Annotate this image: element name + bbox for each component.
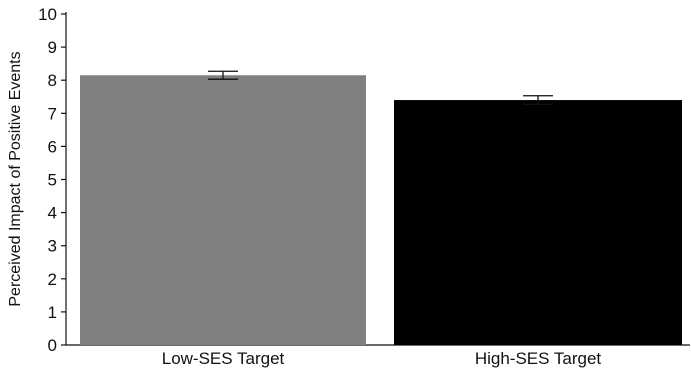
y-tick-label: 8 — [48, 71, 57, 90]
error-bars — [208, 70, 553, 106]
y-tick-label: 2 — [48, 270, 57, 289]
y-tick-label: 10 — [38, 5, 57, 24]
y-tick-label: 6 — [48, 137, 57, 156]
x-axis-labels: Low-SES Target High-SES Target — [162, 349, 602, 368]
y-axis-title: Perceived Impact of Positive Events — [7, 51, 24, 306]
y-tick-label: 7 — [48, 104, 57, 123]
y-tick-label: 1 — [48, 303, 57, 322]
bar — [80, 75, 366, 346]
error-bar — [523, 95, 553, 106]
y-tick-label: 9 — [48, 38, 57, 57]
y-tick-label: 5 — [48, 171, 57, 190]
x-category-label: Low-SES Target — [162, 349, 285, 368]
y-tick-label: 3 — [48, 237, 57, 256]
y-axis-ticks: 0 1 2 3 4 5 6 7 8 9 10 — [38, 5, 66, 355]
y-tick-label: 0 — [48, 336, 57, 355]
error-bar — [208, 70, 238, 80]
bars — [80, 75, 682, 346]
bar — [394, 100, 682, 345]
x-category-label: High-SES Target — [475, 349, 602, 368]
y-tick-label: 4 — [48, 204, 57, 223]
